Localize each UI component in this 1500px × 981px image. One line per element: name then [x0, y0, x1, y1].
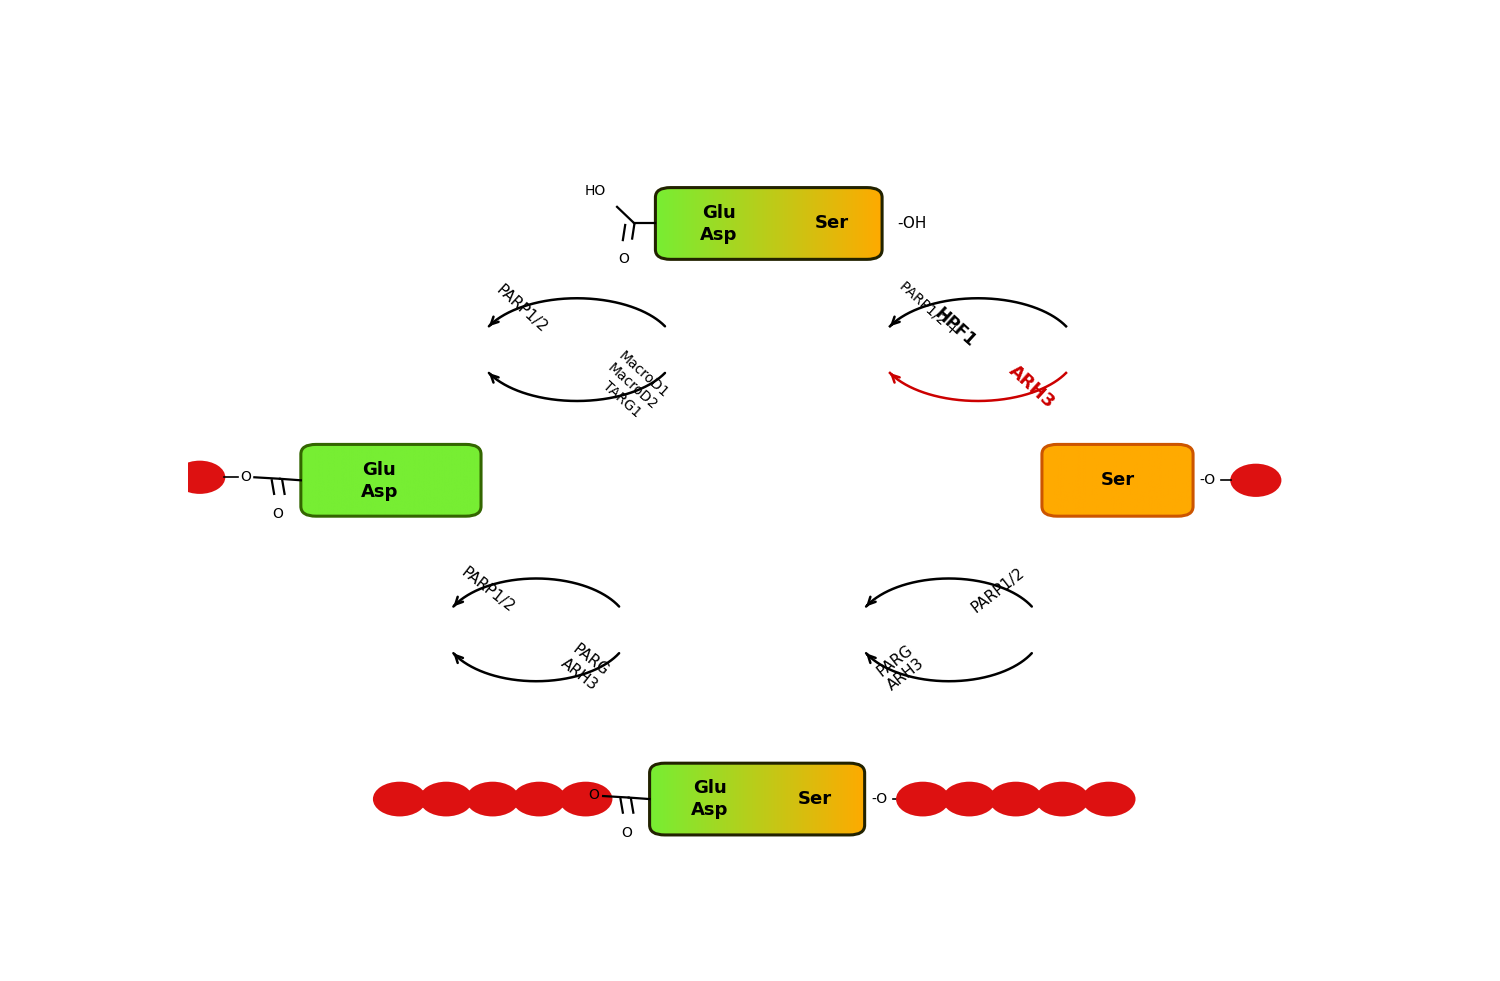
Circle shape — [896, 782, 950, 816]
Text: PARG
ARH3: PARG ARH3 — [873, 642, 927, 694]
Circle shape — [1230, 464, 1281, 497]
Text: PARP1/2 +: PARP1/2 + — [897, 279, 962, 338]
Circle shape — [1082, 782, 1136, 816]
Text: Asp: Asp — [692, 801, 729, 819]
Text: HPF1: HPF1 — [930, 305, 980, 351]
Text: MacroD1
MacroD2
TARG1: MacroD1 MacroD2 TARG1 — [594, 349, 672, 425]
Circle shape — [420, 782, 472, 816]
Circle shape — [174, 461, 225, 493]
Text: HO: HO — [584, 183, 606, 198]
Text: -O: -O — [1198, 473, 1215, 488]
Text: PARG
ARH3: PARG ARH3 — [558, 642, 612, 694]
Text: -O: -O — [871, 792, 888, 806]
Text: O: O — [621, 826, 632, 841]
Text: PARP1/2: PARP1/2 — [494, 283, 549, 336]
Text: Asp: Asp — [360, 483, 398, 500]
Text: O: O — [272, 507, 284, 522]
Text: Ser: Ser — [798, 790, 832, 808]
Circle shape — [1035, 782, 1089, 816]
Text: Glu: Glu — [702, 204, 736, 222]
Text: O: O — [240, 470, 250, 484]
Text: PARP1/2: PARP1/2 — [458, 565, 518, 615]
Text: PARP1/2: PARP1/2 — [969, 565, 1028, 615]
Circle shape — [560, 782, 612, 816]
Text: ARH3: ARH3 — [1005, 361, 1058, 412]
Text: Glu: Glu — [363, 461, 396, 479]
Text: O: O — [618, 252, 630, 266]
Text: Ser: Ser — [815, 215, 849, 232]
Circle shape — [374, 782, 426, 816]
Text: Ser: Ser — [1101, 471, 1134, 490]
Text: O: O — [588, 789, 600, 802]
Circle shape — [988, 782, 1042, 816]
Text: Glu: Glu — [693, 780, 726, 798]
Text: Asp: Asp — [700, 226, 738, 244]
Circle shape — [513, 782, 566, 816]
Text: -OH: -OH — [897, 216, 927, 231]
Circle shape — [466, 782, 519, 816]
Circle shape — [942, 782, 996, 816]
